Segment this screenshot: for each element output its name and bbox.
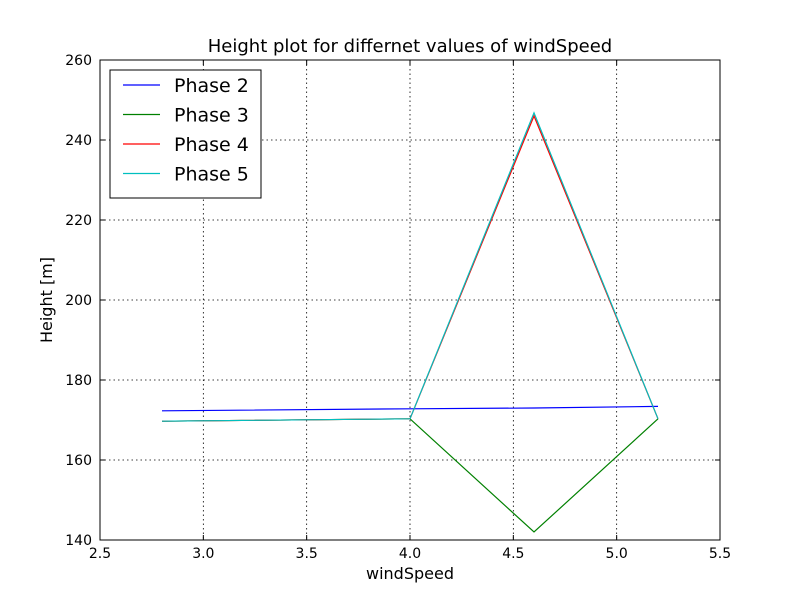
- legend-label: Phase 5: [174, 164, 249, 186]
- y-tick-label: 260: [65, 53, 92, 69]
- x-tick-label: 3.0: [192, 546, 214, 562]
- x-tick-label: 3.5: [296, 546, 318, 562]
- y-tick-label: 180: [65, 373, 92, 389]
- legend-label: Phase 2: [174, 75, 249, 97]
- y-tick-label: 240: [65, 133, 92, 149]
- series-line-phase-5: [161, 111, 659, 422]
- x-axis-label: windSpeed: [366, 564, 454, 583]
- axis-ticks: [99, 59, 721, 541]
- x-tick-label: 5.5: [709, 546, 731, 562]
- series-lines: [161, 111, 659, 533]
- x-tick-label: 5.0: [606, 546, 628, 562]
- series-line-phase-2: [161, 405, 659, 412]
- y-tick-label: 140: [65, 533, 92, 549]
- legend-label: Phase 3: [174, 105, 249, 127]
- legend: Phase 2 Phase 3 Phase 4 Phase 5: [109, 69, 262, 199]
- y-tick-label: 160: [65, 453, 92, 469]
- y-tick-label: 220: [65, 213, 92, 229]
- x-tick-label: 2.5: [89, 546, 111, 562]
- chart-title: Height plot for differnet values of wind…: [208, 36, 612, 57]
- x-tick-labels: 2.5 3.0 3.5 4.0 4.5 5.0 5.5: [89, 546, 731, 562]
- legend-label: Phase 4: [174, 134, 249, 156]
- y-tick-labels: 140 160 180 200 220 240 260: [65, 53, 92, 549]
- grid: [100, 60, 720, 540]
- legend-box: [109, 69, 262, 199]
- x-tick-label: 4.5: [502, 546, 524, 562]
- y-tick-label: 200: [65, 293, 92, 309]
- x-tick-label: 4.0: [399, 546, 421, 562]
- y-axis-label: Height [m]: [37, 257, 56, 343]
